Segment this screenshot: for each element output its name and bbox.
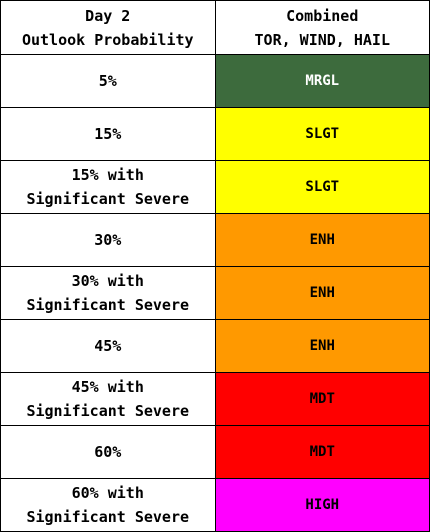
probability-line2: Significant Severe (26, 190, 190, 208)
risk-category-cell: SLGT (214, 107, 430, 161)
probability-cell: 45% with Significant Severe (0, 372, 216, 426)
category-header-line2: TOR, WIND, HAIL (254, 30, 390, 49)
probability-line2: Significant Severe (26, 402, 190, 420)
table-row: 15% SLGT (0, 107, 430, 161)
probability-line1: 15% with (71, 166, 144, 184)
table-row: 30% with Significant Severe ENH (0, 266, 430, 320)
table-row: 45% ENH (0, 319, 430, 373)
probability-line1: 45% with (71, 378, 144, 396)
probability-line1: 60% with (71, 484, 144, 502)
category-header-line1: Combined (286, 6, 359, 25)
risk-category-cell: ENH (214, 266, 430, 320)
probability-cell: 5% (0, 54, 216, 108)
risk-category-cell: MRGL (214, 54, 430, 108)
risk-category-cell: SLGT (214, 160, 430, 214)
table-row: 30% ENH (0, 213, 430, 267)
table-header-row: Day 2 Outlook Probability Combined TOR, … (0, 0, 430, 55)
table-row: 5% MRGL (0, 54, 430, 108)
probability-line1: 5% (98, 72, 117, 90)
table-row: 60% with Significant Severe HIGH (0, 478, 430, 532)
probability-cell: 60% (0, 425, 216, 479)
probability-cell: 60% with Significant Severe (0, 478, 216, 532)
probability-column-header: Day 2 Outlook Probability (0, 0, 216, 55)
risk-category-cell: MDT (214, 425, 430, 479)
probability-line1: 30% with (71, 272, 144, 290)
probability-header-line1: Day 2 (85, 6, 131, 25)
risk-category-cell: MDT (214, 372, 430, 426)
probability-line2: Significant Severe (26, 508, 190, 526)
risk-category-cell: HIGH (214, 478, 430, 532)
probability-line2: Significant Severe (26, 296, 190, 314)
probability-line1: 30% (94, 231, 122, 249)
table-row: 15% with Significant Severe SLGT (0, 160, 430, 214)
category-column-header: Combined TOR, WIND, HAIL (214, 0, 430, 55)
risk-category-cell: ENH (214, 213, 430, 267)
probability-line1: 15% (94, 125, 122, 143)
probability-cell: 30% (0, 213, 216, 267)
probability-cell: 45% (0, 319, 216, 373)
table-row: 45% with Significant Severe MDT (0, 372, 430, 426)
probability-line1: 60% (94, 443, 122, 461)
table-row: 60% MDT (0, 425, 430, 479)
risk-category-cell: ENH (214, 319, 430, 373)
probability-line1: 45% (94, 337, 122, 355)
probability-cell: 15% (0, 107, 216, 161)
probability-header-line2: Outlook Probability (21, 30, 194, 49)
probability-cell: 15% with Significant Severe (0, 160, 216, 214)
probability-cell: 30% with Significant Severe (0, 266, 216, 320)
